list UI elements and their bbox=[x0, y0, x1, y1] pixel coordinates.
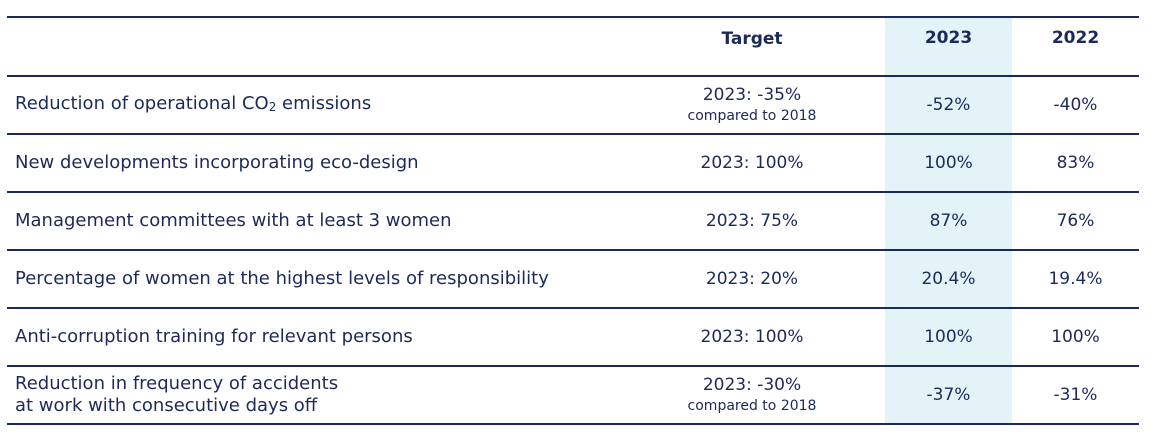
header-target: Target bbox=[721, 29, 783, 49]
row-value-2022: 19.4% bbox=[1048, 269, 1103, 289]
row-value-2023: 100% bbox=[924, 327, 973, 347]
row-label: Management committees with at least 3 wo… bbox=[15, 210, 452, 231]
row-value-2022: -40% bbox=[1053, 95, 1098, 115]
row-value-2022: 100% bbox=[1051, 327, 1100, 347]
row-label: Percentage of women at the highest level… bbox=[15, 268, 549, 289]
row-target: 2023: 100% bbox=[700, 327, 804, 347]
row-label: New developments incorporating eco-desig… bbox=[15, 152, 419, 173]
kpi-table: Target 2023 2022 Reduction of operationa… bbox=[7, 16, 1139, 425]
row-target: 2023: 75% bbox=[705, 211, 799, 231]
header-2023: 2023 bbox=[924, 28, 973, 48]
row-value-2023: -52% bbox=[926, 95, 971, 115]
table-row: Anti-corruption training for relevant pe… bbox=[7, 307, 1139, 365]
table-header-row: Target 2023 2022 bbox=[7, 16, 1139, 75]
row-target: 2023: -35% compared to 2018 bbox=[687, 85, 817, 124]
row-value-2023: -37% bbox=[926, 385, 971, 405]
header-2022: 2022 bbox=[1051, 28, 1100, 48]
current-year-highlight bbox=[885, 18, 1012, 423]
row-target: 2023: -30% compared to 2018 bbox=[687, 375, 817, 414]
row-value-2023: 87% bbox=[929, 211, 968, 231]
table-row: New developments incorporating eco-desig… bbox=[7, 133, 1139, 191]
row-value-2022: 76% bbox=[1056, 211, 1095, 231]
row-label: Anti-corruption training for relevant pe… bbox=[15, 326, 413, 347]
row-value-2023: 100% bbox=[924, 153, 973, 173]
row-value-2023: 20.4% bbox=[921, 269, 976, 289]
table-row: Management committees with at least 3 wo… bbox=[7, 191, 1139, 249]
row-target: 2023: 100% bbox=[700, 153, 804, 173]
row-target: 2023: 20% bbox=[705, 269, 799, 289]
row-value-2022: -31% bbox=[1053, 385, 1098, 405]
table-row: Reduction of operational CO2 emissions 2… bbox=[7, 75, 1139, 133]
row-label: Reduction in frequency of accidents at wo… bbox=[15, 373, 339, 416]
row-value-2022: 83% bbox=[1056, 153, 1095, 173]
table-row: Reduction in frequency of accidents at wo… bbox=[7, 365, 1139, 425]
table-row: Percentage of women at the highest level… bbox=[7, 249, 1139, 307]
row-label: Reduction of operational CO2 emissions bbox=[15, 92, 372, 114]
